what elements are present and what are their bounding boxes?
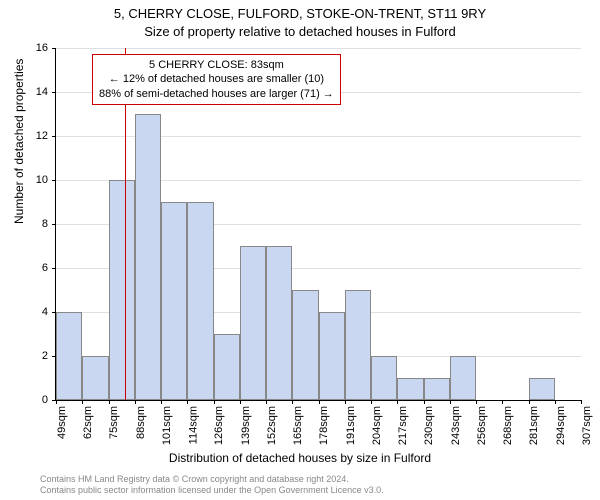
histogram-bar: [397, 378, 423, 400]
x-tick-label: 307sqm: [581, 406, 593, 445]
plot-area: 024681012141649sqm62sqm75sqm88sqm101sqm1…: [55, 48, 581, 401]
y-tick-label: 0: [42, 394, 48, 406]
y-tick-mark: [52, 92, 56, 93]
x-tick-mark: [266, 400, 267, 404]
histogram-bar: [240, 246, 266, 400]
x-tick-mark: [161, 400, 162, 404]
annotation-line1: 5 CHERRY CLOSE: 83sqm: [99, 58, 334, 72]
x-tick-label: 268sqm: [502, 406, 514, 445]
y-tick-label: 10: [36, 174, 48, 186]
x-tick-label: 49sqm: [56, 406, 68, 439]
x-tick-mark: [109, 400, 110, 404]
x-tick-label: 101sqm: [161, 406, 173, 445]
x-tick-mark: [450, 400, 451, 404]
y-tick-label: 16: [36, 42, 48, 54]
y-axis-label: Number of detached properties: [12, 59, 26, 224]
histogram-bar: [345, 290, 371, 400]
x-tick-mark: [240, 400, 241, 404]
x-tick-mark: [345, 400, 346, 404]
x-tick-label: 126sqm: [214, 406, 226, 445]
x-tick-mark: [371, 400, 372, 404]
histogram-bar: [292, 290, 318, 400]
x-tick-label: 217sqm: [397, 406, 409, 445]
x-tick-label: 139sqm: [240, 406, 252, 445]
histogram-bar: [187, 202, 213, 400]
x-tick-mark: [56, 400, 57, 404]
y-tick-label: 8: [42, 218, 48, 230]
histogram-bar: [319, 312, 345, 400]
y-tick-mark: [52, 224, 56, 225]
footer-line2: Contains public sector information licen…: [40, 485, 384, 496]
x-tick-mark: [397, 400, 398, 404]
x-tick-mark: [292, 400, 293, 404]
y-tick-mark: [52, 136, 56, 137]
histogram-bar: [56, 312, 82, 400]
y-tick-label: 2: [42, 350, 48, 362]
x-tick-label: 88sqm: [135, 406, 147, 439]
x-tick-label: 178sqm: [319, 406, 331, 445]
x-tick-label: 114sqm: [187, 406, 199, 444]
x-tick-label: 62sqm: [82, 406, 94, 439]
chart-container: 5, CHERRY CLOSE, FULFORD, STOKE-ON-TRENT…: [0, 0, 600, 500]
chart-subtitle: Size of property relative to detached ho…: [0, 24, 600, 39]
x-axis-label: Distribution of detached houses by size …: [0, 451, 600, 465]
x-tick-mark: [187, 400, 188, 404]
histogram-bar: [109, 180, 135, 400]
annotation-box: 5 CHERRY CLOSE: 83sqm ← 12% of detached …: [92, 54, 341, 105]
x-tick-mark: [581, 400, 582, 404]
y-tick-label: 14: [36, 86, 48, 98]
x-tick-label: 256sqm: [476, 406, 488, 445]
x-tick-mark: [214, 400, 215, 404]
x-tick-label: 152sqm: [266, 406, 278, 445]
x-tick-label: 230sqm: [424, 406, 436, 445]
x-tick-label: 165sqm: [292, 406, 304, 445]
footer-line1: Contains HM Land Registry data © Crown c…: [40, 474, 384, 485]
histogram-bar: [82, 356, 108, 400]
histogram-bar: [214, 334, 240, 400]
x-tick-label: 75sqm: [109, 406, 121, 439]
y-tick-mark: [52, 48, 56, 49]
x-tick-label: 191sqm: [345, 406, 357, 445]
histogram-bar: [529, 378, 555, 400]
x-tick-mark: [502, 400, 503, 404]
x-tick-mark: [424, 400, 425, 404]
histogram-bar: [450, 356, 476, 400]
annotation-line2: ← 12% of detached houses are smaller (10…: [99, 72, 334, 86]
x-tick-label: 294sqm: [555, 406, 567, 445]
histogram-bar: [135, 114, 161, 400]
x-tick-mark: [476, 400, 477, 404]
y-tick-label: 12: [36, 130, 48, 142]
histogram-bar: [266, 246, 292, 400]
histogram-bar: [424, 378, 450, 400]
x-tick-mark: [82, 400, 83, 404]
annotation-line3: 88% of semi-detached houses are larger (…: [99, 87, 334, 101]
y-tick-mark: [52, 268, 56, 269]
x-tick-mark: [555, 400, 556, 404]
x-tick-label: 243sqm: [450, 406, 462, 445]
histogram-bar: [161, 202, 187, 400]
footer-attribution: Contains HM Land Registry data © Crown c…: [40, 474, 384, 496]
x-tick-mark: [529, 400, 530, 404]
y-tick-mark: [52, 180, 56, 181]
x-tick-label: 281sqm: [529, 406, 541, 445]
x-tick-mark: [319, 400, 320, 404]
y-tick-label: 6: [42, 262, 48, 274]
x-tick-mark: [135, 400, 136, 404]
y-tick-label: 4: [42, 306, 48, 318]
histogram-bar: [371, 356, 397, 400]
gridline: [56, 48, 581, 49]
chart-title: 5, CHERRY CLOSE, FULFORD, STOKE-ON-TRENT…: [0, 6, 600, 21]
x-tick-label: 204sqm: [371, 406, 383, 445]
